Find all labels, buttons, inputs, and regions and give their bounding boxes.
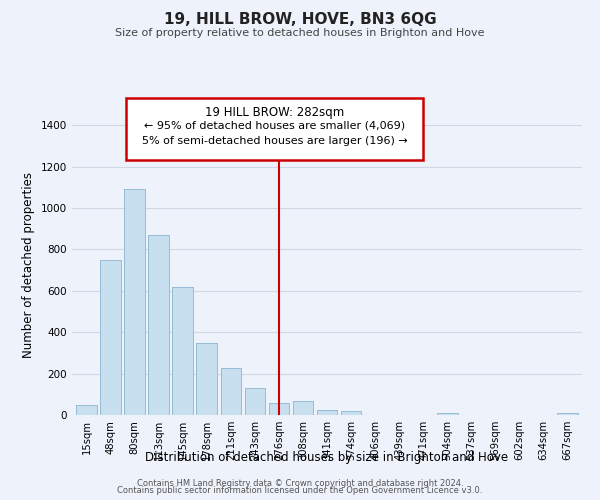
Bar (341, 411, 361, 415)
Text: 19 HILL BROW: 282sqm: 19 HILL BROW: 282sqm (205, 106, 344, 119)
Text: Size of property relative to detached houses in Brighton and Hove: Size of property relative to detached ho… (115, 28, 485, 38)
Y-axis label: Number of detached properties: Number of detached properties (22, 172, 35, 358)
Text: Contains HM Land Registry data © Crown copyright and database right 2024.: Contains HM Land Registry data © Crown c… (137, 478, 463, 488)
Text: 19, HILL BROW, HOVE, BN3 6QG: 19, HILL BROW, HOVE, BN3 6QG (164, 12, 436, 28)
Text: Distribution of detached houses by size in Brighton and Hove: Distribution of detached houses by size … (145, 451, 509, 464)
Bar (437, 413, 458, 415)
Bar (269, 402, 289, 415)
Bar (76, 404, 97, 415)
Bar (100, 260, 121, 415)
Bar (293, 400, 313, 415)
Bar (245, 388, 265, 415)
Bar (317, 410, 337, 415)
Bar (124, 190, 145, 415)
Bar (172, 286, 193, 415)
Text: Contains public sector information licensed under the Open Government Licence v3: Contains public sector information licen… (118, 486, 482, 495)
Bar (557, 413, 578, 415)
Text: 5% of semi-detached houses are larger (196) →: 5% of semi-detached houses are larger (1… (142, 136, 407, 146)
Bar (196, 342, 217, 415)
Bar (221, 368, 241, 415)
Text: ← 95% of detached houses are smaller (4,069): ← 95% of detached houses are smaller (4,… (144, 121, 405, 131)
Bar (148, 235, 169, 415)
